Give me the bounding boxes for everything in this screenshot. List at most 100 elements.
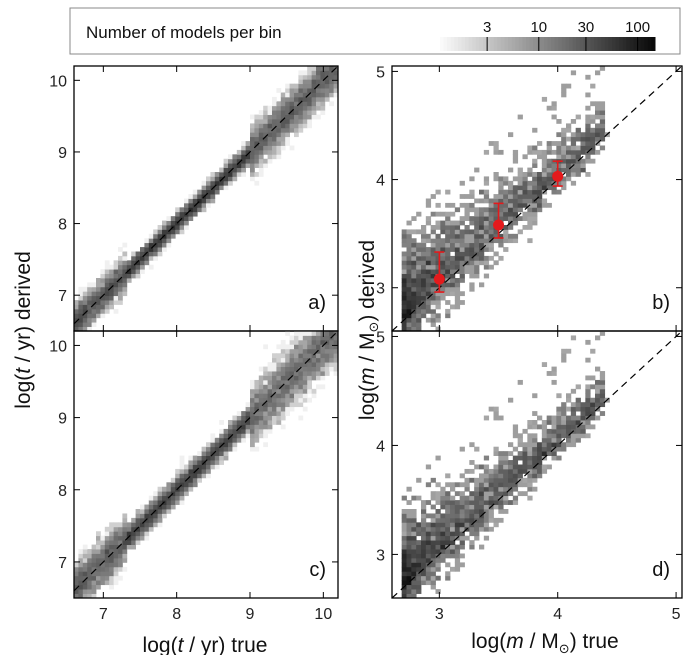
heatmap-cell <box>450 553 456 559</box>
heatmap-cell <box>430 238 436 244</box>
heatmap-cell <box>479 522 485 528</box>
heatmap-cell <box>122 260 128 266</box>
heatmap-cell <box>430 308 436 314</box>
heatmap-cell <box>311 70 317 76</box>
heatmap-cell <box>532 220 538 226</box>
heatmap-cell <box>280 123 286 129</box>
heatmap-cell <box>192 211 198 217</box>
heatmap-cell <box>272 388 277 394</box>
heatmap-cell <box>459 194 465 199</box>
heatmap-cell <box>459 535 465 541</box>
heatmap-cell <box>566 149 572 155</box>
heatmap-cell <box>522 446 528 452</box>
heatmap-cell <box>527 464 533 470</box>
heatmap-cell <box>91 562 97 568</box>
heatmap-cell <box>517 229 523 235</box>
heatmap-cell <box>192 460 198 465</box>
heatmap-cell <box>464 207 470 213</box>
heatmap-cell <box>561 406 567 412</box>
heatmap-cell <box>148 495 154 501</box>
heatmap-cell <box>440 522 446 528</box>
heatmap-cell <box>280 96 286 102</box>
heatmap-cell <box>298 101 304 107</box>
heatmap-cell <box>276 119 282 124</box>
heatmap-cell <box>483 464 490 470</box>
heatmap-cell <box>421 544 427 550</box>
heatmap-cell <box>469 468 475 474</box>
heatmap-cell <box>401 571 407 577</box>
heatmap-cell <box>289 88 295 93</box>
heatmap-cell <box>556 132 562 138</box>
heatmap-cell <box>527 446 533 452</box>
heatmap-cell <box>329 331 334 336</box>
heatmap-cell <box>517 451 523 456</box>
heatmap-cell <box>144 238 150 244</box>
heatmap-cell <box>517 433 523 439</box>
heatmap-cell <box>307 375 312 381</box>
heatmap-cell <box>153 522 158 528</box>
heatmap-cell <box>113 273 119 279</box>
heatmap-cell <box>298 331 304 336</box>
heatmap-cell <box>109 278 114 283</box>
heatmap-cell <box>551 437 557 443</box>
heatmap-cell <box>532 393 538 399</box>
heatmap-cell <box>425 544 432 550</box>
heatmap-cell <box>153 229 158 235</box>
heatmap-cell <box>329 88 334 93</box>
heatmap-cell <box>430 580 436 586</box>
heatmap-cell <box>289 83 295 89</box>
heatmap-cell <box>512 238 519 244</box>
heatmap-cell <box>280 366 286 372</box>
heatmap-cell <box>430 526 436 532</box>
heatmap-cell <box>298 366 304 372</box>
heatmap-cell <box>561 88 567 93</box>
heatmap-cell <box>294 92 299 98</box>
heatmap-cell <box>406 566 412 572</box>
heatmap-cell <box>258 114 264 120</box>
heatmap-cell <box>258 136 264 142</box>
heatmap-cell <box>307 123 312 129</box>
heatmap-cell <box>546 172 552 177</box>
heatmap-cell <box>104 540 110 545</box>
heatmap-cell <box>508 225 514 230</box>
heatmap-cell <box>263 105 268 111</box>
heatmap-cell <box>162 495 167 501</box>
heatmap-cell <box>320 110 326 115</box>
heatmap-cell <box>223 446 229 452</box>
heatmap-cell <box>479 500 485 505</box>
heatmap-cell <box>503 202 509 208</box>
heatmap-cell <box>232 424 238 430</box>
heatmap-cell <box>551 185 557 191</box>
heatmap-cell <box>254 132 260 138</box>
heatmap-cell <box>254 379 260 385</box>
colorbar-cell <box>579 37 584 51</box>
heatmap-cell <box>289 375 295 381</box>
heatmap-cell <box>503 468 509 474</box>
panel-label: a) <box>308 292 326 314</box>
heatmap-cell <box>406 255 412 261</box>
heatmap-cell <box>302 119 308 124</box>
heatmap-cell <box>280 357 286 363</box>
heatmap-cell <box>201 451 207 456</box>
heatmap-cell <box>551 105 557 111</box>
heatmap-cell <box>517 455 523 461</box>
heatmap-cell <box>440 247 446 252</box>
heatmap-cell <box>113 264 119 270</box>
heatmap-cell <box>590 136 596 142</box>
heatmap-cell <box>82 322 88 327</box>
heatmap-cell <box>188 482 194 488</box>
heatmap-cell <box>580 420 586 425</box>
heatmap-cell <box>483 238 490 244</box>
heatmap-cell <box>570 149 577 155</box>
heatmap-cell <box>411 562 417 568</box>
heatmap-cell <box>236 424 242 430</box>
heatmap-cell <box>294 101 299 107</box>
heatmap-cell <box>541 451 548 456</box>
heatmap-cell <box>329 344 334 350</box>
heatmap-cell <box>219 455 224 461</box>
heatmap-cell <box>556 406 562 412</box>
heatmap-cell <box>135 273 141 279</box>
heatmap-cell <box>522 202 528 208</box>
heatmap-cell <box>527 442 533 448</box>
heatmap-cell <box>302 384 308 390</box>
